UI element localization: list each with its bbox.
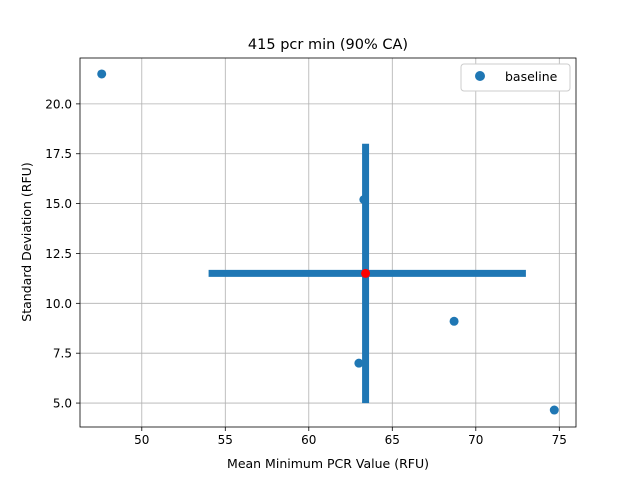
center-point — [361, 268, 371, 278]
x-tick-label: 50 — [134, 433, 149, 447]
y-tick-label: 5.0 — [53, 397, 72, 411]
grid — [80, 58, 576, 427]
y-tick-label: 17.5 — [45, 147, 72, 161]
y-axis-label: Standard Deviation (RFU) — [19, 162, 34, 321]
legend-box — [460, 63, 571, 92]
x-tick-label: 60 — [301, 433, 316, 447]
x-tick-label: 55 — [218, 433, 233, 447]
x-tick-label: 70 — [468, 433, 483, 447]
legend-marker — [475, 71, 485, 81]
y-tick-label: 20.0 — [45, 97, 72, 111]
x-axis-ticks: 50 55 60 65 70 75 — [134, 427, 567, 447]
legend-label: baseline — [505, 69, 558, 84]
data-point — [354, 358, 364, 368]
x-tick-label: 75 — [552, 433, 567, 447]
plot-frame — [79, 57, 577, 428]
data-point — [549, 405, 559, 415]
x-axis-label: Mean Minimum PCR Value (RFU) — [227, 456, 429, 471]
data-point — [359, 195, 369, 205]
y-tick-label: 15.0 — [45, 197, 72, 211]
y-tick-label: 10.0 — [45, 297, 72, 311]
data-point — [97, 69, 107, 79]
legend: baseline — [460, 63, 571, 92]
y-tick-label: 12.5 — [45, 247, 72, 261]
data-points — [97, 69, 559, 415]
y-axis-ticks: 5.0 7.5 10.0 12.5 15.0 17.5 20.0 — [45, 97, 80, 411]
y-tick-label: 7.5 — [53, 347, 72, 361]
data-point — [449, 316, 459, 326]
x-tick-label: 65 — [385, 433, 400, 447]
chart-title: 415 pcr min (90% CA) — [248, 37, 408, 53]
